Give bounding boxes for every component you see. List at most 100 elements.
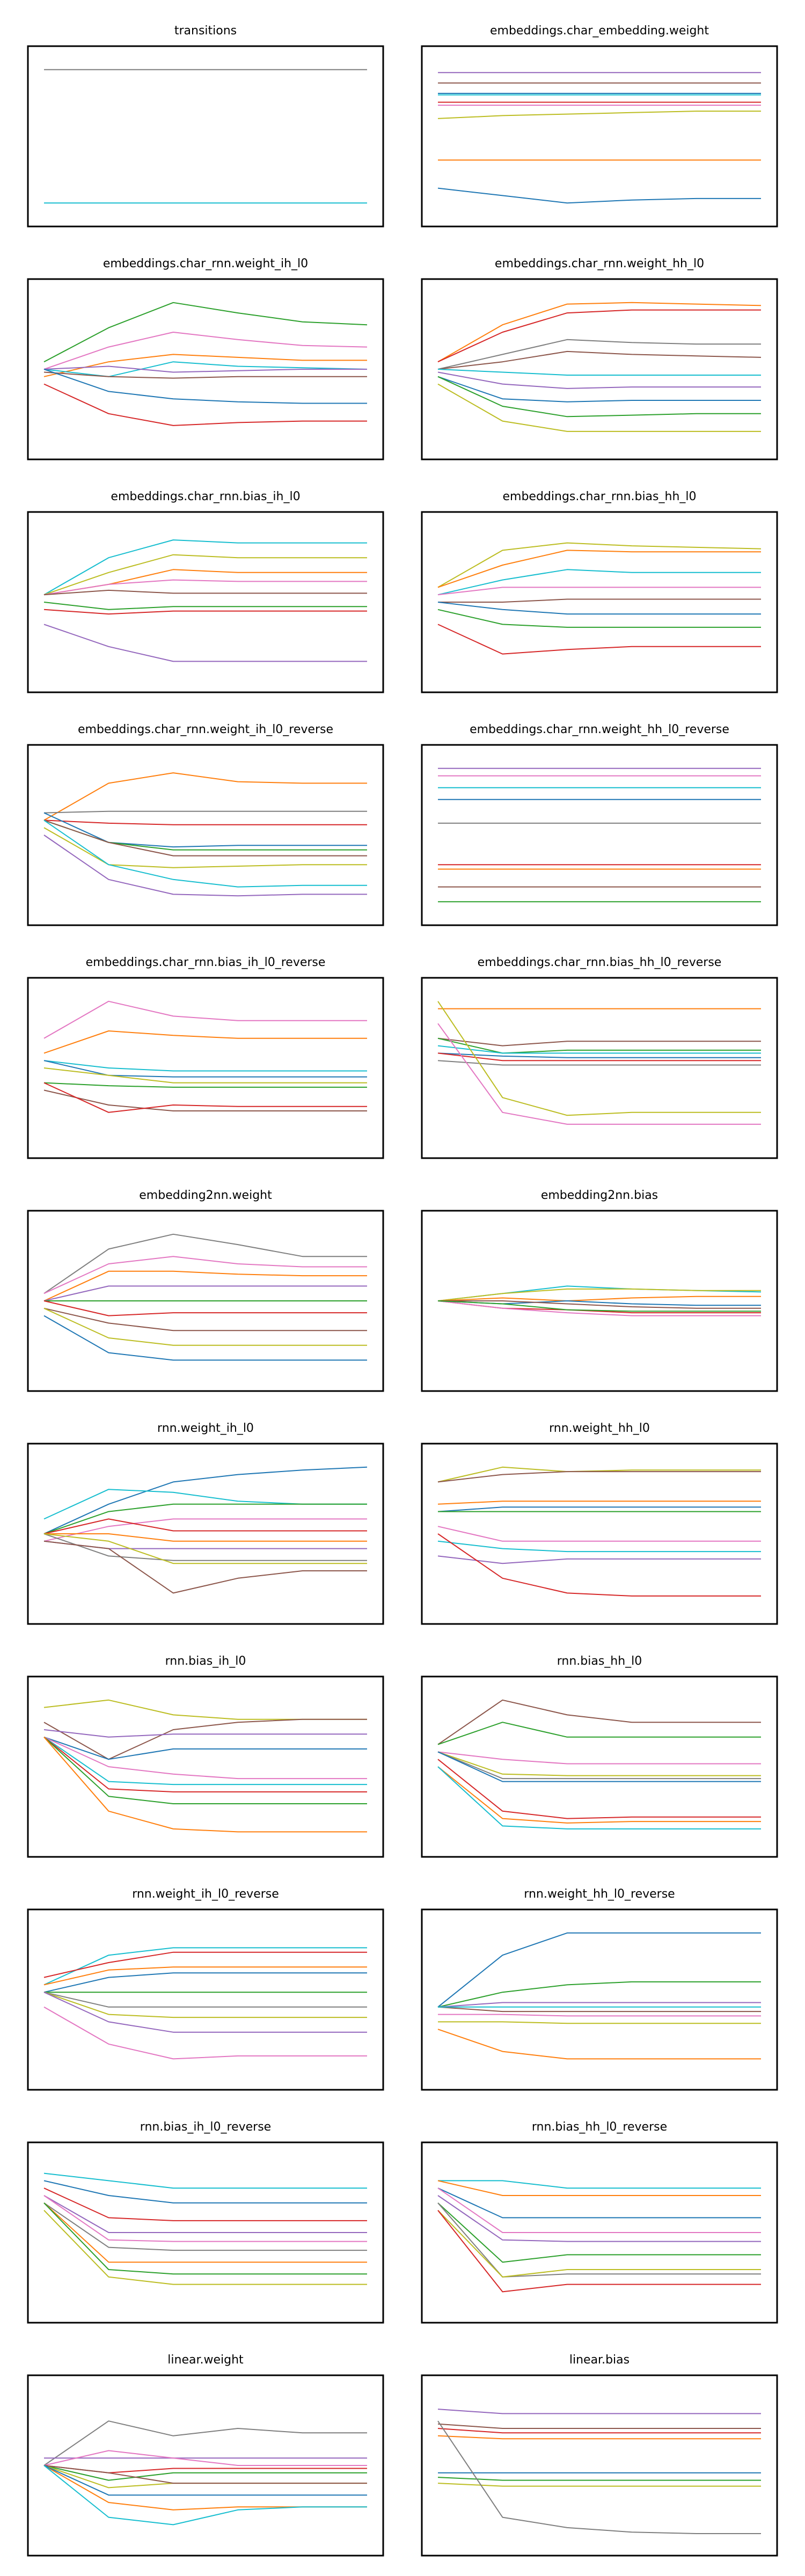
panel-6: embeddings.char_rnn.weight_ih_l0_reverse [27,723,384,926]
series-line-4 [43,1518,367,1534]
series-line-6 [437,1060,761,1066]
series-line-3 [437,350,762,370]
series-line-4 [438,1300,761,1309]
series-line-7 [43,624,367,662]
panel-10: embedding2nn.weight [27,1189,384,1392]
series-line-4 [438,598,761,603]
series-line-2 [43,1503,367,1534]
series-line-2 [43,819,367,825]
panel-17: rnn.weight_hh_l0_reverse [421,1887,778,2091]
panel-title: embeddings.char_rnn.bias_ih_l0_reverse [86,956,326,969]
panel-title: rnn.bias_hh_l0_reverse [532,2120,667,2134]
series-line-6 [43,1992,367,2018]
series-line-5 [43,1736,367,1785]
panel-2: embeddings.char_rnn.weight_ih_l0 [27,257,384,460]
series-line-6 [437,376,761,402]
series-line-7 [43,383,367,426]
series-line-6 [437,2202,761,2278]
series-line-8 [43,2209,367,2285]
series-line-7 [43,1737,367,1804]
series-line-4 [437,1751,761,1780]
series-line-2 [43,2187,367,2221]
plot-frame [421,278,778,460]
series-line-4 [43,365,367,373]
series-line-0 [437,542,762,588]
series-line-2 [43,1270,367,1301]
series-line-7 [43,1992,367,2033]
panel-11: embedding2nn.bias [421,1189,778,1392]
series-line-2 [437,1501,761,1505]
panel-15: rnn.bias_hh_l0 [421,1655,778,1858]
series-line-5 [43,2202,367,2251]
series-line-7 [43,1533,367,1561]
panel-title: rnn.bias_ih_l0 [165,1655,246,1668]
series-line-3 [43,1972,367,1993]
series-line-2 [43,1060,367,1072]
series-line-3 [43,1060,367,1078]
series-line-4 [43,1067,367,1084]
series-line-0 [43,1000,367,1039]
series-line-8 [437,383,761,432]
series-line-8 [43,1533,367,1564]
series-line-2 [437,1037,761,1054]
series-line-8 [43,1315,367,1361]
series-line-3 [437,2006,761,2012]
panel-title: linear.weight [167,2353,244,2367]
series-line-5 [43,602,367,610]
panel-16: rnn.weight_ih_l0_reverse [27,1887,384,2091]
panel-title: embedding2nn.weight [139,1189,272,1202]
series-line-7 [437,2029,761,2060]
series-line-7 [437,2420,761,2534]
series-line-9 [43,1540,367,1594]
series-line-5 [437,371,761,389]
panel-18: rnn.bias_ih_l0_reverse [27,2120,384,2324]
series-line-1 [43,810,367,814]
panel-title: embeddings.char_rnn.bias_hh_l0 [503,490,697,503]
plot-frame [27,1908,384,2091]
panel-title: embeddings.char_rnn.bias_hh_l0_reverse [478,956,722,969]
plot-frame [421,2374,778,2557]
panel-7: embeddings.char_rnn.weight_hh_l0_reverse [421,723,778,926]
series-line-2 [437,2428,761,2434]
panel-0: transitions [27,24,384,228]
series-line-3 [43,1285,367,1301]
series-line-5 [43,1082,367,1088]
series-line-9 [43,2465,367,2526]
panel-1: embeddings.char_embedding.weight [421,24,778,228]
series-line-4 [437,1052,761,1058]
series-line-5 [44,1533,367,1542]
panel-title: embeddings.char_rnn.weight_ih_l0_reverse [78,723,333,736]
series-line-0 [43,2420,367,2466]
series-line-8 [437,1533,761,1597]
panel-3: embeddings.char_rnn.weight_hh_l0 [421,257,778,460]
panel-title: rnn.bias_hh_l0 [557,1655,642,1668]
series-line-1 [43,554,367,596]
series-line-5 [43,819,367,857]
series-line-6 [43,2465,367,2484]
series-line-8 [437,1766,761,1829]
panel-title: linear.bias [569,2353,630,2367]
panel-19: rnn.bias_hh_l0_reverse [421,2120,778,2324]
series-line-3 [437,2187,761,2233]
panel-title: transitions [174,24,237,38]
panel-title: embeddings.char_rnn.weight_hh_l0_reverse [470,723,729,736]
series-line-4 [43,1736,367,1780]
plot-frame [421,45,778,228]
series-line-1 [43,1951,367,1978]
panel-21: linear.bias [421,2353,778,2557]
series-line-2 [437,569,761,596]
series-line-4 [43,589,367,596]
series-line-7 [43,1307,367,1346]
series-line-6 [437,111,761,119]
series-line-5 [438,2014,761,2017]
series-line-5 [437,1751,761,1782]
plot-frame [27,977,384,1159]
series-line-3 [43,579,367,596]
series-line-1 [437,1981,761,2008]
series-line-2 [437,1751,761,1765]
panel-4: embeddings.char_rnn.bias_ih_l0 [27,490,384,693]
series-line-3 [43,2195,367,2233]
plot-frame [27,45,384,228]
series-line-8 [43,2006,367,2060]
